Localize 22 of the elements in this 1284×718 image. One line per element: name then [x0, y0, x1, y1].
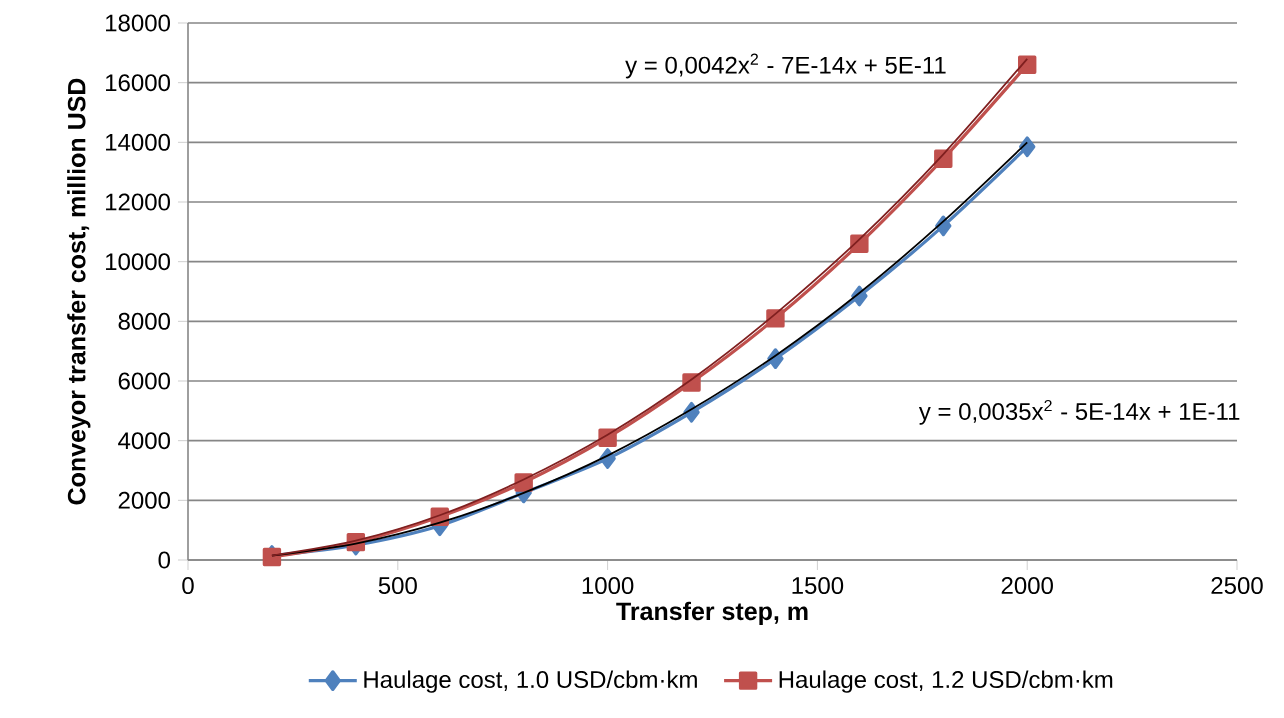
annotation: y = 0,0035x$^{2}$ - 5E-14x + 1E-11 — [918, 399, 1240, 425]
x-tick-label: 500 — [378, 577, 417, 595]
x-axis-title: Transfer step, m — [616, 601, 808, 626]
x-tick-label: 1500 — [792, 577, 844, 595]
y-tick-label: 14000 — [106, 133, 170, 151]
y-tick-label: 16000 — [106, 74, 170, 92]
y-tick-label: 10000 — [106, 253, 170, 271]
y-tick-label: 0 — [158, 551, 171, 569]
y-tick-label: 2000 — [118, 491, 170, 509]
y-tick-label: 18000 — [106, 14, 170, 32]
x-tick-label: 2000 — [1001, 577, 1053, 595]
y-tick-label: 12000 — [106, 193, 170, 211]
legend-label: Haulage cost, 1.0 USD/cbm·km — [364, 670, 697, 693]
annotation: y = 0,0042x$^{2}$ - 7E-14x + 5E-11 — [625, 53, 946, 79]
legend-label: Haulage cost, 1.2 USD/cbm·km — [779, 670, 1113, 693]
y-tick-label: 4000 — [118, 432, 170, 450]
y-tick-label: 6000 — [118, 372, 170, 390]
x-tick-label: 1000 — [582, 577, 634, 595]
x-tick-label: 0 — [182, 577, 194, 595]
y-tick-label: 8000 — [118, 312, 170, 330]
x-tick-label: 2500 — [1211, 577, 1263, 595]
y-axis-title: Conveyor transfer cost, million USD — [67, 78, 91, 505]
